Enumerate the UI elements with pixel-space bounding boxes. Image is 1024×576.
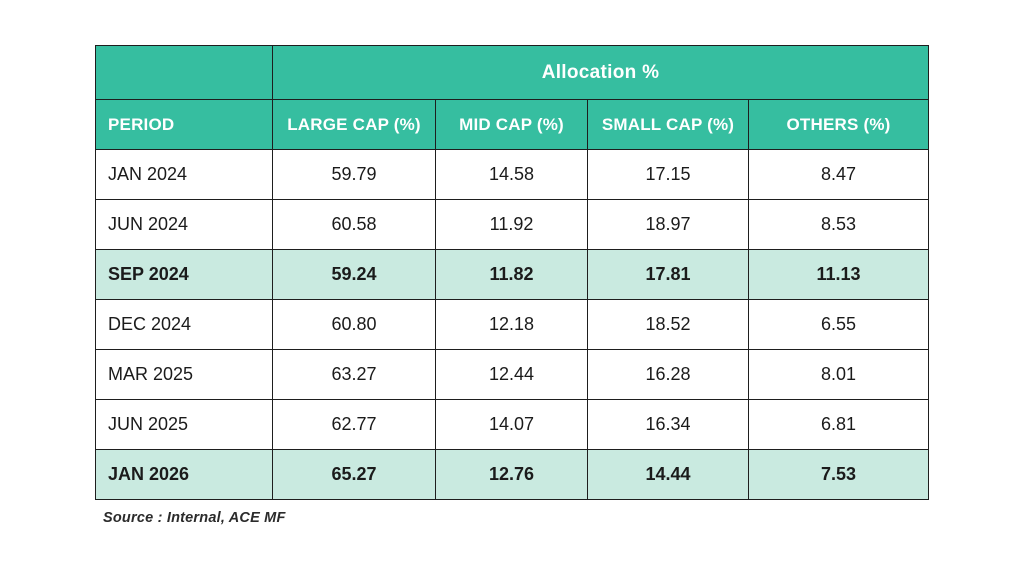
value-cell: 18.97: [587, 199, 749, 250]
value-cell: 60.58: [272, 199, 436, 250]
table-row: MAR 2025 63.27 12.44 16.28 8.01: [95, 349, 929, 400]
value-cell: 7.53: [748, 449, 929, 500]
value-cell: 8.53: [748, 199, 929, 250]
value-cell: 12.18: [435, 299, 588, 350]
value-cell: 12.44: [435, 349, 588, 400]
value-cell: 14.44: [587, 449, 749, 500]
corner-cell: [95, 45, 273, 100]
table-header: Allocation % PERIOD LARGE CAP (%) MID CAP …: [95, 45, 929, 150]
value-cell: 11.82: [435, 249, 588, 300]
value-cell: 8.47: [748, 149, 929, 200]
value-cell: 16.34: [587, 399, 749, 450]
column-header-small-cap: SMALL CAP (%): [587, 99, 749, 150]
value-cell: 60.80: [272, 299, 436, 350]
period-cell: DEC 2024: [95, 299, 273, 350]
value-cell: 11.13: [748, 249, 929, 300]
period-cell: JAN 2026: [95, 449, 273, 500]
allocation-span-header: Allocation %: [272, 45, 929, 100]
allocation-table: Allocation % PERIOD LARGE CAP (%) MID CAP …: [95, 45, 929, 500]
value-cell: 17.81: [587, 249, 749, 300]
value-cell: 14.07: [435, 399, 588, 450]
period-cell: SEP 2024: [95, 249, 273, 300]
period-cell: JUN 2025: [95, 399, 273, 450]
table-row: JUN 2025 62.77 14.07 16.34 6.81: [95, 399, 929, 450]
table-body: JAN 2024 59.79 14.58 17.15 8.47 JUN 2024 60.58…: [95, 149, 929, 500]
value-cell: 62.77: [272, 399, 436, 450]
column-header-large-cap: LARGE CAP (%): [272, 99, 436, 150]
table-row: JAN 2026 65.27 12.76 14.44 7.53: [95, 449, 929, 500]
period-cell: JAN 2024: [95, 149, 273, 200]
span-header-row: Allocation %: [95, 45, 929, 100]
value-cell: 11.92: [435, 199, 588, 250]
source-note: Source : Internal, ACE MF: [103, 510, 286, 526]
column-header-others: OTHERS (%): [748, 99, 929, 150]
value-cell: 18.52: [587, 299, 749, 350]
column-header-period: PERIOD: [95, 99, 273, 150]
table-row: SEP 2024 59.24 11.82 17.81 11.13: [95, 249, 929, 300]
value-cell: 14.58: [435, 149, 588, 200]
value-cell: 16.28: [587, 349, 749, 400]
table-row: JAN 2024 59.79 14.58 17.15 8.47: [95, 149, 929, 200]
period-cell: JUN 2024: [95, 199, 273, 250]
value-cell: 6.55: [748, 299, 929, 350]
column-header-mid-cap: MID CAP (%): [435, 99, 588, 150]
value-cell: 6.81: [748, 399, 929, 450]
value-cell: 63.27: [272, 349, 436, 400]
value-cell: 17.15: [587, 149, 749, 200]
table-row: DEC 2024 60.80 12.18 18.52 6.55: [95, 299, 929, 350]
column-header-row: PERIOD LARGE CAP (%) MID CAP (%) SMALL CAP …: [95, 99, 929, 150]
value-cell: 59.79: [272, 149, 436, 200]
value-cell: 65.27: [272, 449, 436, 500]
value-cell: 12.76: [435, 449, 588, 500]
value-cell: 59.24: [272, 249, 436, 300]
table-row: JUN 2024 60.58 11.92 18.97 8.53: [95, 199, 929, 250]
value-cell: 8.01: [748, 349, 929, 400]
period-cell: MAR 2025: [95, 349, 273, 400]
